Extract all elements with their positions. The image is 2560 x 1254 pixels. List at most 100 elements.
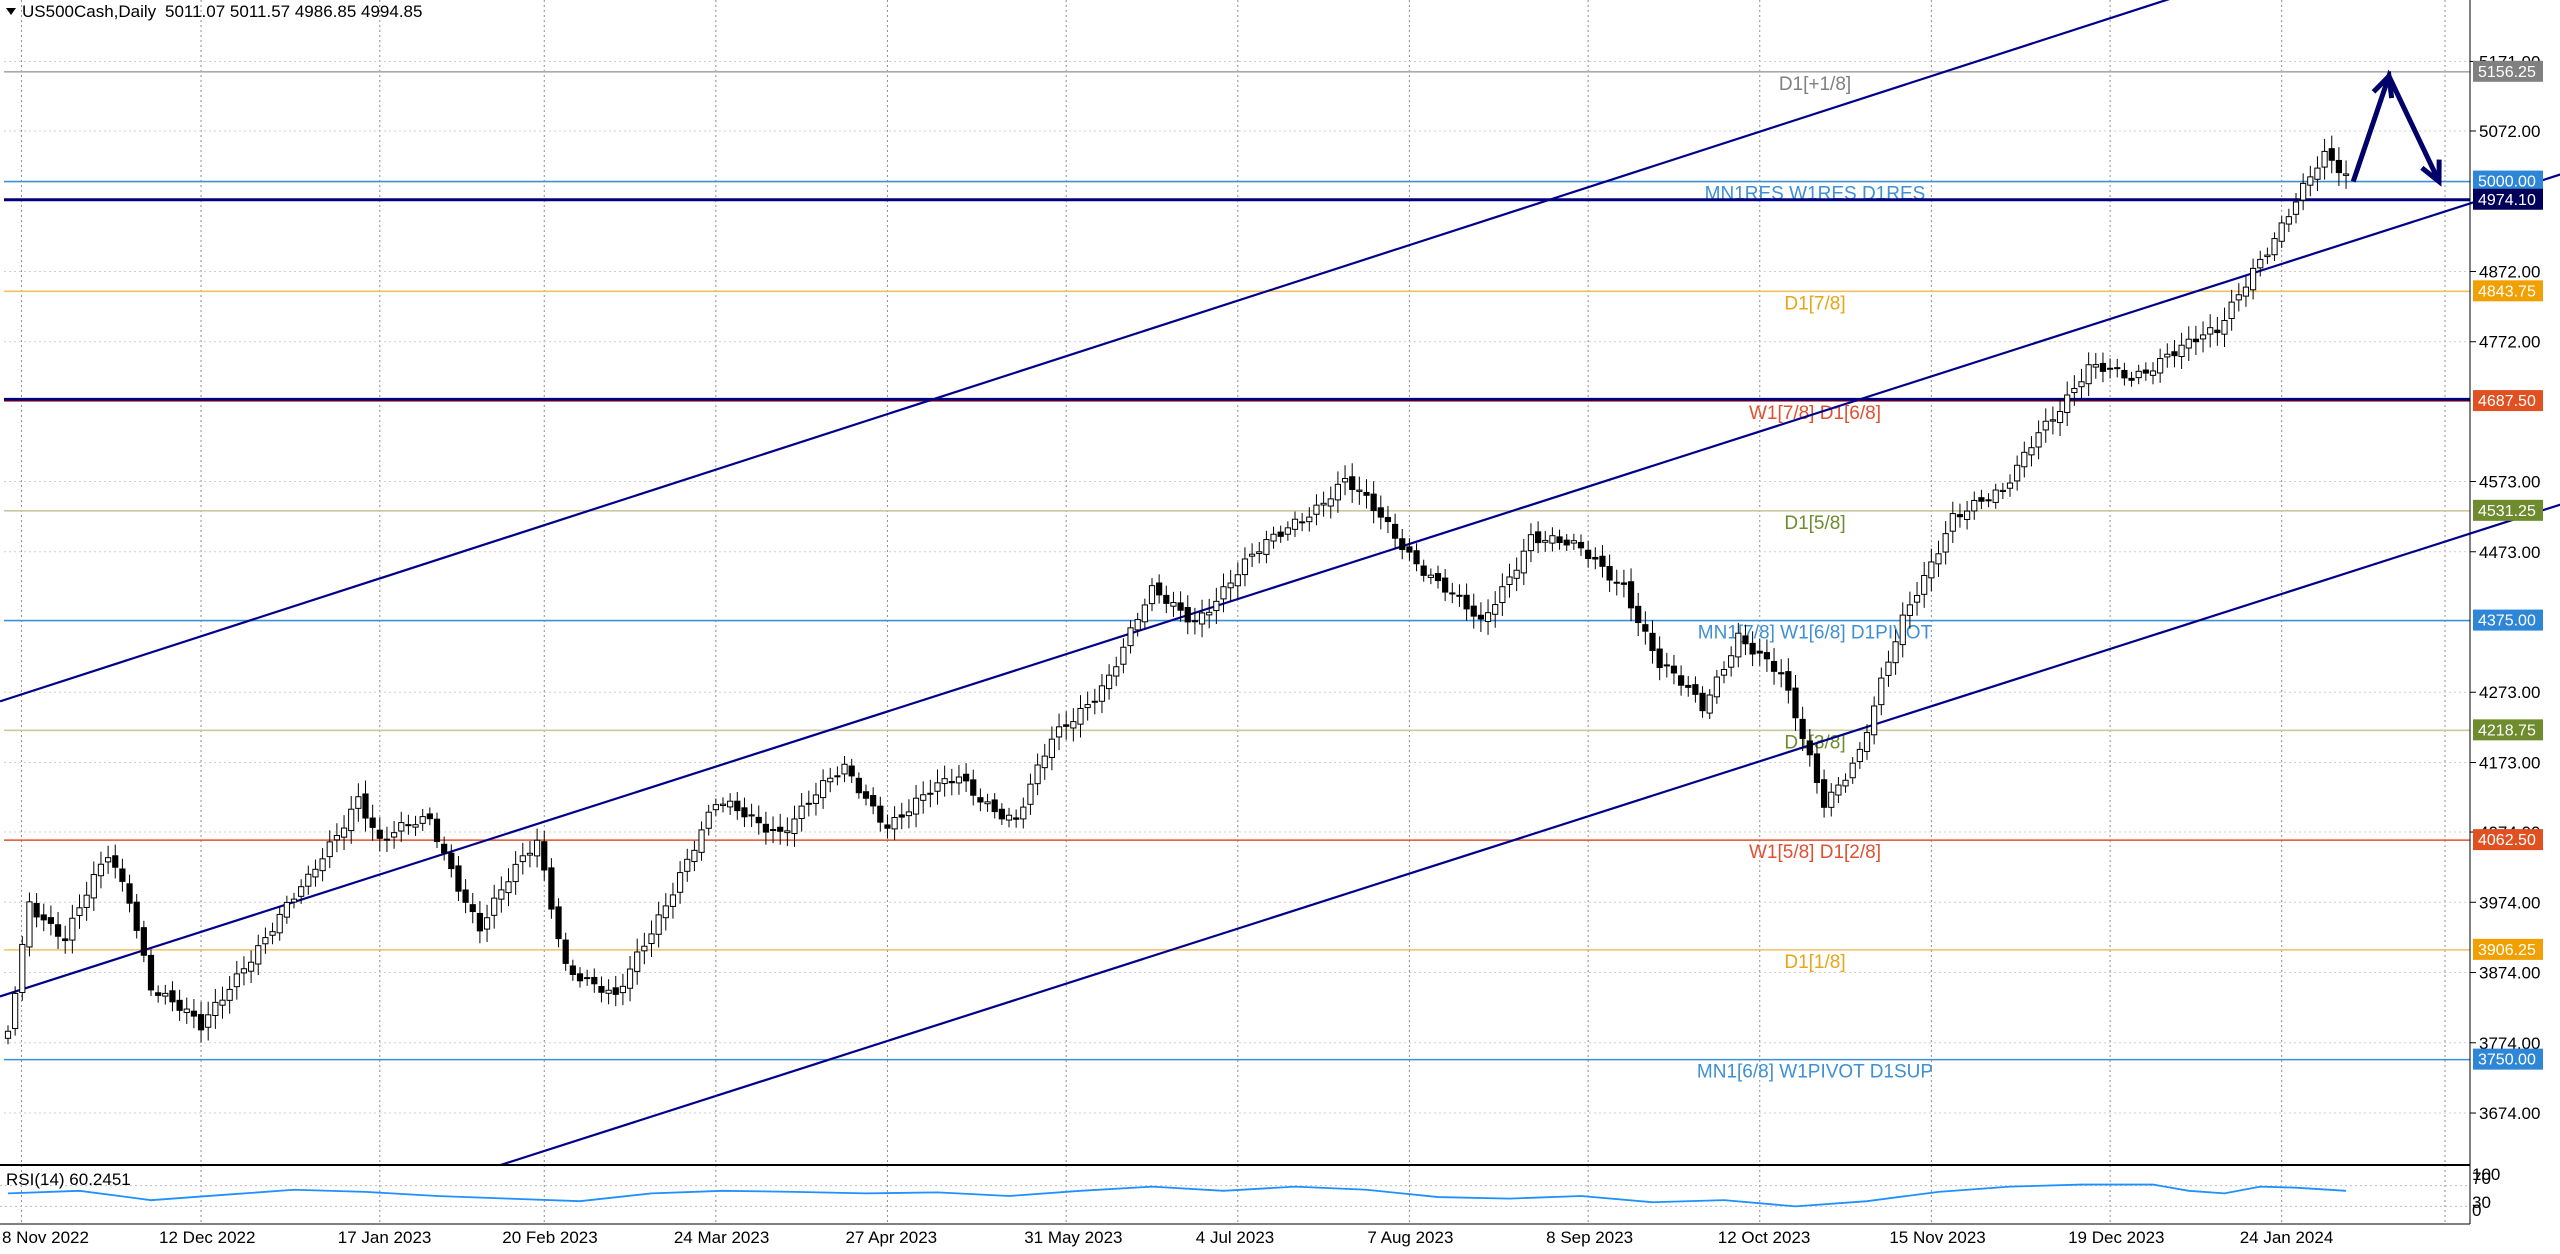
price-tag xyxy=(2473,719,2543,741)
y-tick-label: 4872.00 xyxy=(2479,262,2540,281)
candle-body xyxy=(2135,370,2142,379)
candle-body xyxy=(1613,581,1620,584)
candle-body xyxy=(2171,351,2178,357)
candle-body xyxy=(1563,539,1570,546)
candle-body xyxy=(1971,499,1978,512)
candle-body xyxy=(641,945,648,952)
candle-body xyxy=(712,804,719,811)
candle-body xyxy=(569,965,576,976)
price-tag xyxy=(2473,390,2543,412)
candle-body xyxy=(2342,173,2350,176)
x-tick-label: 15 Nov 2023 xyxy=(1889,1228,1985,1247)
candle-body xyxy=(741,807,748,818)
candle-body xyxy=(2142,369,2149,374)
candle-body xyxy=(2192,338,2200,343)
candle-body xyxy=(1913,594,1921,603)
level-label: MN1RES W1RES D1RES xyxy=(1705,184,1926,205)
candle-body xyxy=(2121,369,2128,379)
candle-body xyxy=(269,931,276,936)
candle-body xyxy=(2292,201,2300,215)
y-tick-label: 4473.00 xyxy=(2479,543,2540,562)
candle-body xyxy=(1020,806,1027,820)
symbol-label: US500Cash,Daily xyxy=(22,2,157,21)
level-label: D1[7/8] xyxy=(1784,293,1845,314)
candle-body xyxy=(1828,791,1835,808)
rsi-label: RSI(14) 60.2451 xyxy=(6,1170,131,1189)
candle-body xyxy=(605,989,612,994)
triangle-down-icon[interactable] xyxy=(6,8,16,15)
candle-body xyxy=(734,800,741,812)
candle-body xyxy=(483,917,491,930)
level-label: D1[+1/8] xyxy=(1779,74,1851,95)
candle-body xyxy=(1627,581,1635,609)
candle-body xyxy=(1999,489,2006,492)
candle-body xyxy=(26,901,33,948)
candle-body xyxy=(1041,755,1048,769)
price-tag xyxy=(2473,499,2543,521)
candle-body xyxy=(119,868,126,882)
candle-body xyxy=(1434,573,1442,582)
candle-body xyxy=(1899,614,1906,646)
candle-body xyxy=(340,827,348,838)
candle-body xyxy=(1878,677,1885,706)
level-label: MN1[6/8] W1PIVOT D1SUP xyxy=(1697,1062,1933,1083)
candle-body xyxy=(1320,502,1327,506)
candle-body xyxy=(391,832,398,838)
candle-body xyxy=(2028,447,2035,456)
candle-body xyxy=(1692,684,1699,695)
y-tick-label: 3874.00 xyxy=(2479,964,2540,983)
chart-header: US500Cash,Daily 5011.07 5011.57 4986.85 … xyxy=(6,2,422,21)
candle-body xyxy=(4,1030,12,1039)
candle-body xyxy=(719,803,727,806)
candle-body xyxy=(1299,521,1306,524)
candle-body xyxy=(1034,764,1041,785)
ohlc-readout: 5011.07 5011.57 4986.85 4994.85 xyxy=(165,2,422,21)
y-tick-label: 3674.00 xyxy=(2479,1104,2540,1123)
y-tick-label: 3774.00 xyxy=(2479,1034,2540,1053)
candle-body xyxy=(1935,553,1942,565)
pivot-levels: D1[+1/8]MN1RES W1RES D1RESD1[7/8]W1[7/8]… xyxy=(4,71,2470,1083)
candle-body xyxy=(1256,551,1263,555)
candle-body xyxy=(448,852,455,870)
candle-body xyxy=(1077,707,1084,725)
candle-body xyxy=(1055,726,1063,738)
candle-body xyxy=(1906,604,1914,616)
candle-body xyxy=(155,992,162,996)
candle-body xyxy=(1048,738,1056,758)
candle-body xyxy=(2235,294,2242,301)
candle-body xyxy=(505,881,512,894)
candle-body xyxy=(62,938,69,942)
candle-body xyxy=(1663,664,1670,667)
candle-body xyxy=(1649,632,1656,652)
candle-body xyxy=(1620,582,1628,585)
candle-body xyxy=(162,992,169,997)
candle-body xyxy=(820,780,827,799)
candle-body xyxy=(348,808,355,832)
arrow-head xyxy=(2371,70,2395,99)
candle-body xyxy=(54,924,62,937)
candle-body xyxy=(1005,814,1013,821)
candle-body xyxy=(333,835,340,841)
candle-body xyxy=(319,858,326,872)
candle-body xyxy=(698,829,705,853)
candle-body xyxy=(491,897,498,916)
candle-body xyxy=(1520,550,1527,574)
candle-body xyxy=(1606,566,1613,581)
candle-body xyxy=(541,841,548,871)
candle-body xyxy=(262,937,269,945)
candle-body xyxy=(305,873,312,887)
candle-body xyxy=(1198,612,1206,625)
candle-body xyxy=(612,987,619,995)
candle-body xyxy=(1156,582,1163,596)
candle-body xyxy=(1234,574,1241,587)
price-tag-label: 3750.00 xyxy=(2478,1052,2536,1069)
candle-body xyxy=(2300,182,2307,201)
forecast-arrow xyxy=(2350,69,2442,187)
candle-body xyxy=(240,968,248,974)
candle-body xyxy=(2164,353,2171,358)
candle-body xyxy=(1928,561,1935,579)
candle-body xyxy=(1942,533,1949,553)
candle-body xyxy=(1978,497,1985,502)
price-tag-label: 4843.75 xyxy=(2478,283,2536,300)
